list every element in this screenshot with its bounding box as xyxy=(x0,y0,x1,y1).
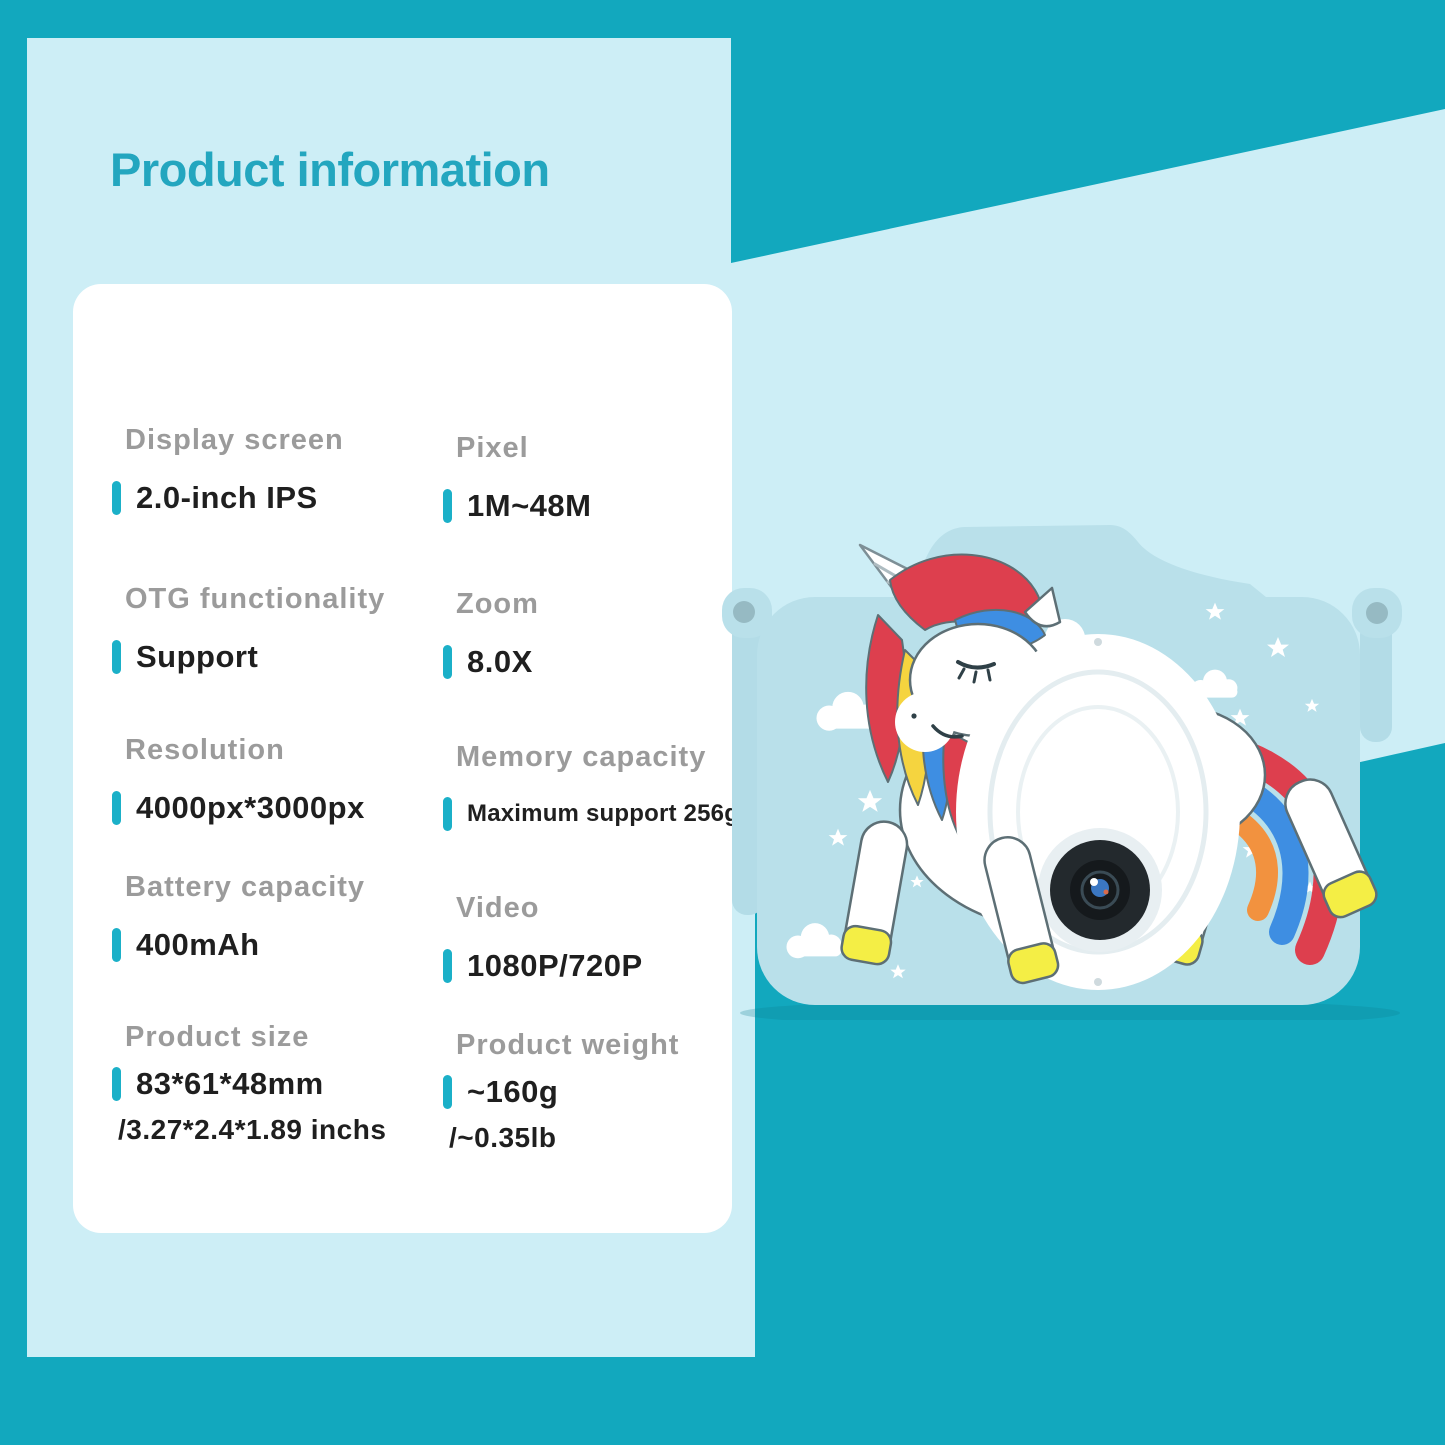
spec-label: Resolution xyxy=(125,734,285,766)
accent-bar xyxy=(112,1067,121,1101)
spec-label: Memory capacity xyxy=(456,741,707,773)
page-title: Product information xyxy=(110,143,550,196)
strap-lug-left xyxy=(722,588,772,638)
spec-value: 1080P/720P xyxy=(467,948,643,983)
lens-assembly xyxy=(956,634,1240,990)
spec-value-row: 8.0X xyxy=(443,644,533,680)
spec-value-row: 83*61*48mm xyxy=(112,1066,324,1102)
strap-tab-right xyxy=(1360,620,1392,742)
spec-value-line2: /3.27*2.4*1.89 inchs xyxy=(118,1114,387,1145)
spec-value: 83*61*48mm xyxy=(136,1066,324,1101)
smile xyxy=(931,724,964,739)
accent-bar xyxy=(443,949,452,983)
accent-bar xyxy=(443,489,452,523)
unicorn-front-leg-left xyxy=(840,820,909,966)
spec-label: OTG functionality xyxy=(125,583,386,615)
spec-value: 8.0X xyxy=(467,644,533,679)
strap-hole-icon xyxy=(1366,602,1388,624)
accent-bar xyxy=(443,1075,452,1109)
spec-value: 2.0-inch IPS xyxy=(136,480,318,515)
spec-value-row: 2.0-inch IPS xyxy=(112,480,318,516)
accent-bar xyxy=(112,928,121,962)
strap-lug-right xyxy=(1352,588,1402,638)
spec-label: Pixel xyxy=(456,432,529,464)
accent-bar xyxy=(112,640,121,674)
unicorn-front-leg-right xyxy=(983,836,1060,985)
spec-label: Battery capacity xyxy=(125,871,366,903)
spec-value-row: 1080P/720P xyxy=(443,948,643,984)
spec-value: 1M~48M xyxy=(467,488,592,523)
spec-label: Display screen xyxy=(125,424,344,456)
accent-bar xyxy=(112,481,121,515)
closed-eye-icon xyxy=(956,660,996,670)
spec-card: Display screen 2.0-inch IPS OTG function… xyxy=(73,284,739,1233)
strap-hole-icon xyxy=(733,601,755,623)
spec-value: Maximum support 256g xyxy=(467,800,740,827)
spec-value-row: 400mAh xyxy=(112,927,260,963)
spec-label: Product size xyxy=(125,1021,310,1053)
spec-value-row: 1M~48M xyxy=(443,488,591,524)
accent-bar xyxy=(443,797,452,831)
spec-label: Product weight xyxy=(456,1029,680,1061)
spec-value-row: 4000px*3000px xyxy=(112,790,365,826)
spec-value-line2: /~0.35lb xyxy=(449,1122,557,1153)
spec-value: 4000px*3000px xyxy=(136,790,365,825)
spec-value: Support xyxy=(136,639,259,674)
strap-tab-left xyxy=(732,620,764,915)
spec-value-row: ~160g xyxy=(443,1074,558,1110)
spec-label: Video xyxy=(456,892,540,924)
spec-value: ~160g xyxy=(467,1074,559,1109)
spec-value: 400mAh xyxy=(136,927,260,962)
accent-bar xyxy=(443,645,452,679)
camera-illustration xyxy=(722,525,1402,1020)
spec-label: Zoom xyxy=(456,588,539,620)
spec-value-row: Support xyxy=(112,639,258,675)
spec-value-row: Maximum support 256g xyxy=(443,797,739,831)
accent-bar xyxy=(112,791,121,825)
